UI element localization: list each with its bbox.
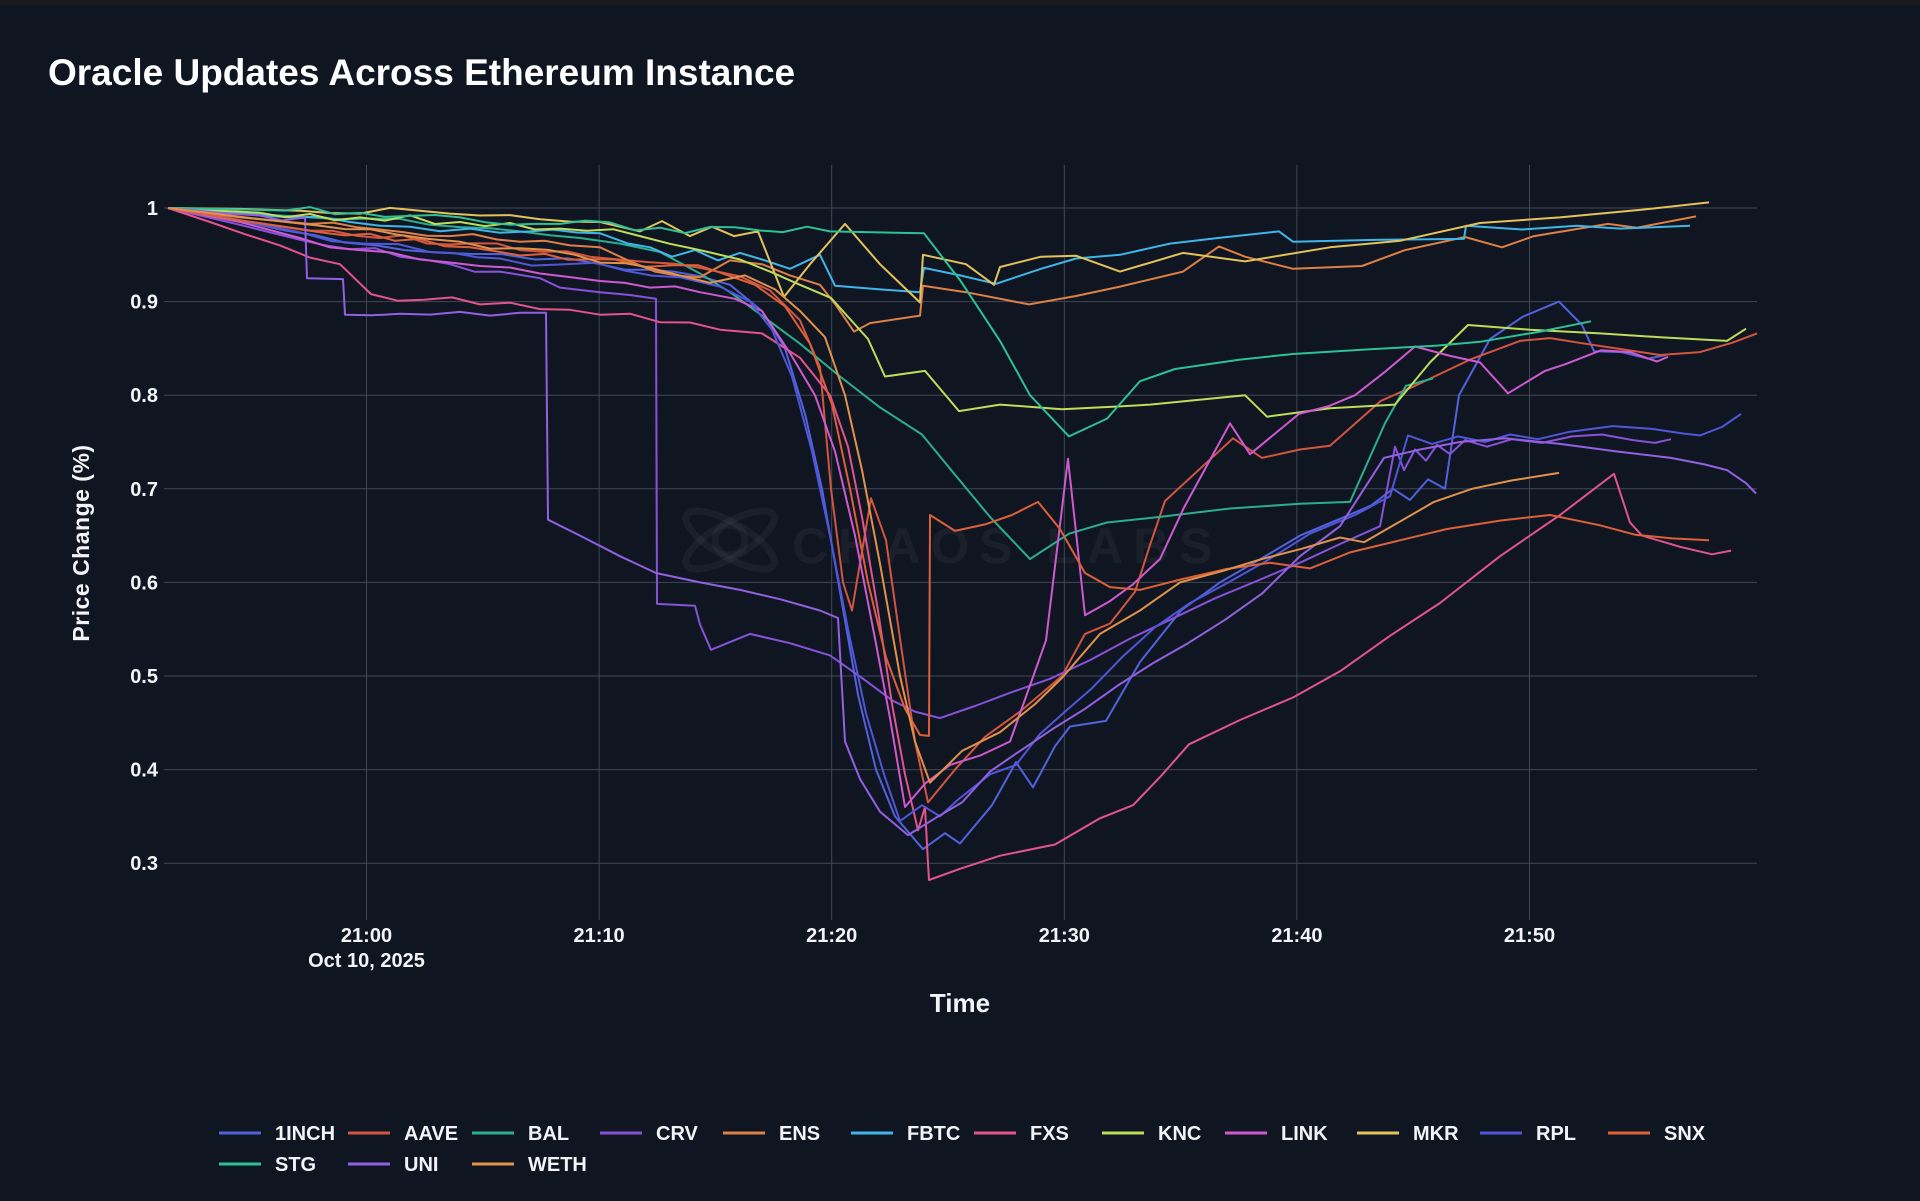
svg-text:0.7: 0.7 (130, 479, 158, 501)
svg-text:21:50: 21:50 (1504, 925, 1555, 947)
svg-text:FBTC: FBTC (907, 1123, 960, 1145)
svg-text:1: 1 (147, 198, 158, 220)
svg-text:MKR: MKR (1413, 1123, 1459, 1145)
svg-text:Oracle Updates Across Ethereum: Oracle Updates Across Ethereum Instance (48, 52, 795, 93)
svg-text:Oct 10, 2025: Oct 10, 2025 (308, 950, 425, 972)
svg-text:CRV: CRV (656, 1123, 699, 1145)
svg-text:SNX: SNX (1664, 1123, 1706, 1145)
svg-text:0.8: 0.8 (130, 385, 158, 407)
svg-text:21:10: 21:10 (574, 925, 625, 947)
svg-text:0.4: 0.4 (130, 760, 159, 782)
svg-text:UNI: UNI (404, 1154, 438, 1176)
svg-text:0.5: 0.5 (130, 666, 158, 688)
svg-text:KNC: KNC (1158, 1123, 1201, 1145)
svg-text:21:00: 21:00 (341, 925, 392, 947)
svg-text:0.6: 0.6 (130, 572, 158, 594)
svg-text:21:20: 21:20 (806, 925, 857, 947)
svg-text:LINK: LINK (1281, 1123, 1328, 1145)
svg-text:FXS: FXS (1030, 1123, 1069, 1145)
svg-text:1INCH: 1INCH (275, 1123, 335, 1145)
svg-text:Price Change (%): Price Change (%) (68, 444, 94, 641)
svg-text:STG: STG (275, 1154, 316, 1176)
svg-text:ENS: ENS (779, 1123, 820, 1145)
svg-text:21:40: 21:40 (1271, 925, 1322, 947)
svg-text:AAVE: AAVE (404, 1123, 458, 1145)
svg-text:RPL: RPL (1536, 1123, 1576, 1145)
svg-text:Time: Time (930, 988, 990, 1018)
svg-text:WETH: WETH (528, 1154, 587, 1176)
svg-text:0.9: 0.9 (130, 292, 158, 314)
svg-text:21:30: 21:30 (1039, 925, 1090, 947)
svg-text:0.3: 0.3 (130, 853, 158, 875)
svg-text:BAL: BAL (528, 1123, 569, 1145)
